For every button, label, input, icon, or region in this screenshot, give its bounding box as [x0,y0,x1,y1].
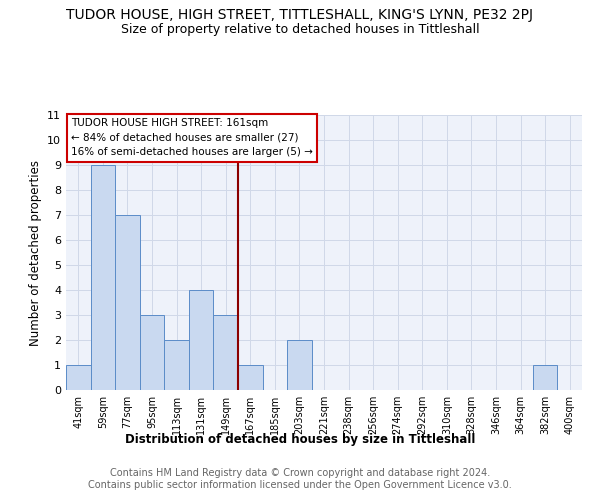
Bar [140,315,164,390]
Bar [287,340,312,390]
Bar [533,365,557,390]
Bar [164,340,189,390]
Bar [115,215,140,390]
Bar [91,165,115,390]
Bar [189,290,214,390]
Text: TUDOR HOUSE, HIGH STREET, TITTLESHALL, KING'S LYNN, PE32 2PJ: TUDOR HOUSE, HIGH STREET, TITTLESHALL, K… [67,8,533,22]
Bar [214,315,238,390]
Text: Contains HM Land Registry data © Crown copyright and database right 2024.
Contai: Contains HM Land Registry data © Crown c… [88,468,512,490]
Text: TUDOR HOUSE HIGH STREET: 161sqm
← 84% of detached houses are smaller (27)
16% of: TUDOR HOUSE HIGH STREET: 161sqm ← 84% of… [71,118,313,158]
Bar [66,365,91,390]
Text: Distribution of detached houses by size in Tittleshall: Distribution of detached houses by size … [125,432,475,446]
Text: Size of property relative to detached houses in Tittleshall: Size of property relative to detached ho… [121,22,479,36]
Bar [238,365,263,390]
Y-axis label: Number of detached properties: Number of detached properties [29,160,41,346]
